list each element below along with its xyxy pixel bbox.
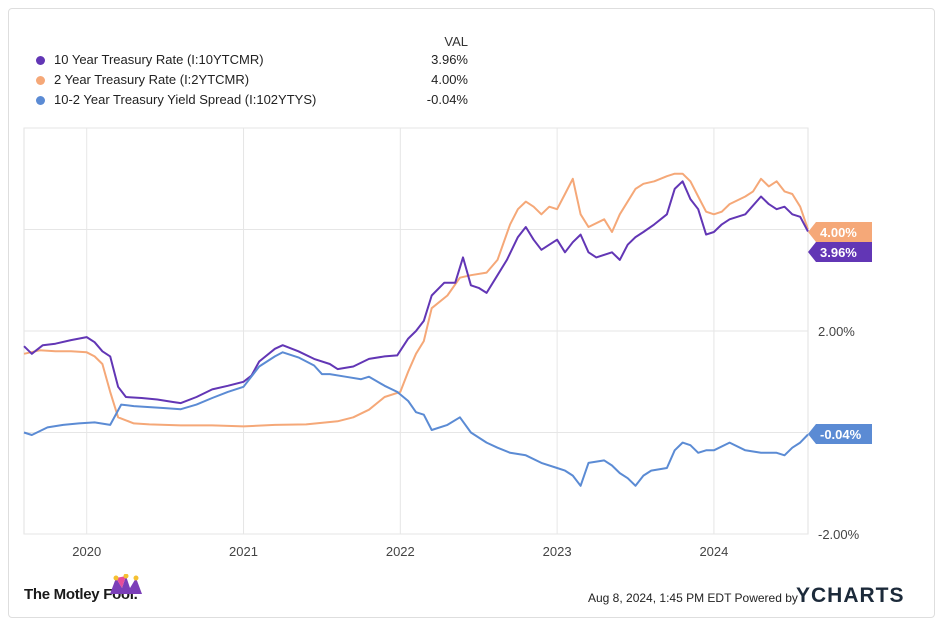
legend-swatch-spread	[36, 96, 45, 105]
chart-frame	[8, 8, 935, 618]
end-value-label: 4.00%	[820, 225, 857, 240]
end-value-flag-bg	[808, 242, 872, 262]
end-value-flag-1: 4.00%	[808, 222, 872, 242]
end-value-flag-0: 3.96%	[808, 242, 872, 262]
x-tick-label: 2021	[229, 544, 258, 559]
x-tick-label: 2023	[543, 544, 572, 559]
series-line-1	[23, 172, 809, 428]
x-tick-label: 2024	[699, 544, 728, 559]
end-value-label: 3.96%	[820, 245, 857, 260]
timestamp: Aug 8, 2024, 1:45 PM EDT Powered by	[588, 591, 798, 605]
end-value-flag-bg	[808, 222, 872, 242]
series-line-0	[23, 180, 809, 405]
y-tick-label: -2.00%	[818, 527, 860, 542]
jester-hat-icon	[110, 574, 142, 594]
x-tick-label: 2020	[72, 544, 101, 559]
legend-swatch-10y	[36, 56, 45, 65]
legend-label-2y: 2 Year Treasury Rate (I:2YTCMR)	[54, 72, 250, 87]
legend-value-10y: 3.96%	[431, 52, 468, 67]
x-tick-label: 2022	[386, 544, 415, 559]
series-line-2	[23, 351, 809, 487]
legend-value-header: VAL	[444, 34, 468, 49]
end-value-flag-bg	[808, 424, 872, 444]
motley-fool-logo: The Motley Fool.	[24, 586, 138, 603]
legend-label-10y: 10 Year Treasury Rate (I:10YTCMR)	[54, 52, 264, 67]
legend-value-spread: -0.04%	[426, 92, 468, 107]
legend-swatch-2y	[36, 76, 45, 85]
legend-label-spread: 10-2 Year Treasury Yield Spread (I:102YT…	[54, 92, 317, 107]
legend-value-2y: 4.00%	[431, 72, 468, 87]
y-tick-label: 2.00%	[818, 324, 855, 339]
end-value-flag-2: -0.04%	[808, 424, 872, 444]
ycharts-logo[interactable]: YCHARTS	[796, 584, 905, 607]
end-value-label: -0.04%	[820, 427, 862, 442]
